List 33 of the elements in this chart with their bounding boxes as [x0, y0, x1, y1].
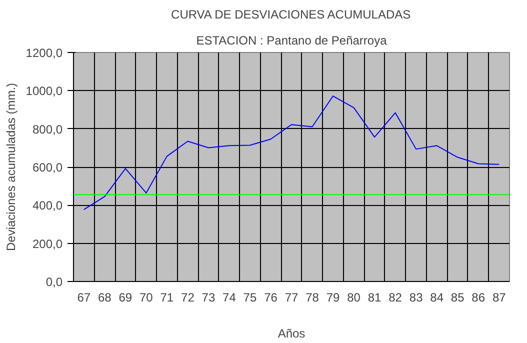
- y-axis-title: Deviaciones acumuladas (mm.): [4, 82, 18, 252]
- chart-subtitle: ESTACION : Pantano de Peñarroya: [196, 34, 388, 48]
- x-tick-label: 68: [98, 290, 112, 304]
- x-tick-label: 75: [243, 290, 257, 304]
- x-tick-label: 70: [139, 290, 154, 304]
- x-tick-label: 78: [306, 290, 320, 304]
- x-tick-label: 77: [284, 290, 298, 304]
- x-tick-label: 84: [430, 290, 444, 304]
- y-tick-label: 200,0: [32, 236, 63, 251]
- x-tick-label: 74: [222, 290, 236, 304]
- x-tick-label: 81: [368, 290, 382, 304]
- chart-title: CURVA DE DESVIACIONES ACUMULADAS: [171, 8, 411, 22]
- y-tick-label: 0,0: [46, 275, 63, 289]
- x-tick-label: 85: [450, 290, 465, 304]
- y-tick-label: 600,0: [32, 160, 63, 174]
- x-tick-label: 86: [472, 290, 486, 304]
- x-tick-label: 80: [347, 290, 361, 304]
- x-tick-label: 83: [409, 290, 424, 304]
- y-tick-label: 1000,0: [26, 84, 63, 98]
- y-tick-label: 800,0: [32, 122, 63, 136]
- x-axis-title: Años: [278, 326, 306, 340]
- x-tick-label: 87: [492, 290, 506, 304]
- x-tick-label: 76: [264, 290, 278, 304]
- line-series: [83, 96, 500, 210]
- x-tick-label: 71: [160, 290, 174, 304]
- x-tick-label: 67: [77, 290, 91, 304]
- y-tick-label: 400,0: [32, 198, 63, 213]
- x-tick-label: 79: [326, 290, 340, 304]
- x-tick-label: 72: [181, 290, 195, 304]
- y-tick-label: 1200,0: [26, 46, 63, 60]
- x-tick-label: 69: [118, 290, 132, 304]
- x-tick-label: 82: [388, 290, 402, 304]
- x-tick-label: 73: [202, 290, 216, 304]
